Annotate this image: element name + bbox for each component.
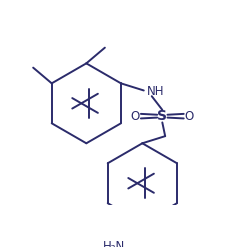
Text: O: O — [131, 110, 140, 123]
Text: O: O — [185, 110, 194, 123]
Text: S: S — [157, 109, 167, 123]
Text: H₂N: H₂N — [103, 240, 125, 247]
Text: NH: NH — [147, 85, 164, 98]
